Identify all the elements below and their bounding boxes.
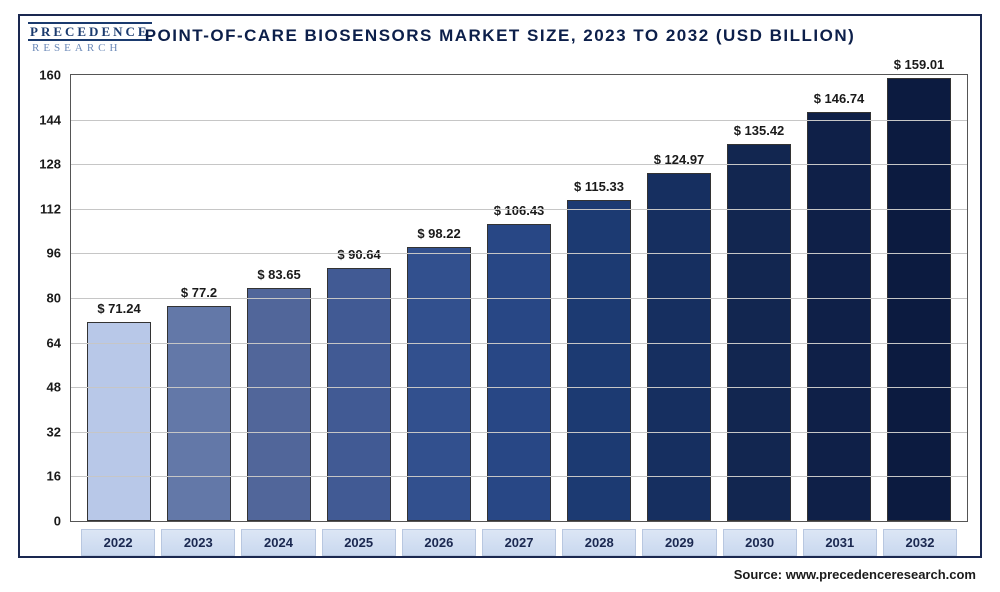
grid-line (71, 298, 967, 299)
x-tick-label: 2027 (482, 529, 556, 556)
y-tick-label: 80 (31, 291, 71, 306)
bar-value-label: $ 106.43 (494, 203, 545, 218)
bar (727, 144, 791, 521)
x-tick-label: 2030 (723, 529, 797, 556)
y-tick-label: 160 (31, 68, 71, 83)
y-tick-label: 16 (31, 469, 71, 484)
y-tick-label: 32 (31, 424, 71, 439)
source-attribution: Source: www.precedenceresearch.com (734, 567, 976, 582)
bar (647, 173, 711, 521)
x-tick-label: 2032 (883, 529, 957, 556)
x-tick-label: 2025 (322, 529, 396, 556)
grid-line (71, 164, 967, 165)
bar (87, 322, 151, 521)
grid-line (71, 387, 967, 388)
y-tick-label: 144 (31, 112, 71, 127)
x-tick-label: 2029 (642, 529, 716, 556)
grid-line (71, 343, 967, 344)
x-tick-label: 2026 (402, 529, 476, 556)
bar (327, 268, 391, 521)
bar (407, 247, 471, 521)
bar (247, 288, 311, 521)
grid-line (71, 120, 967, 121)
grid-line (71, 253, 967, 254)
bar (887, 78, 951, 521)
bar-value-label: $ 146.74 (814, 91, 865, 106)
bar (167, 306, 231, 521)
bar-value-label: $ 90.64 (337, 247, 380, 262)
bar-value-label: $ 98.22 (417, 226, 460, 241)
x-axis-labels: 202220232024 20252026202720282029 20302031… (70, 529, 968, 556)
bar-value-label: $ 135.42 (734, 123, 785, 138)
grid-line (71, 209, 967, 210)
grid-line (71, 476, 967, 477)
x-tick-label: 2031 (803, 529, 877, 556)
bar-value-label: $ 159.01 (894, 57, 945, 72)
chart-title: POINT-OF-CARE BIOSENSORS MARKET SIZE, 20… (0, 26, 1000, 46)
bar-value-label: $ 83.65 (257, 267, 300, 282)
bar-value-label: $ 115.33 (574, 179, 624, 194)
y-tick-label: 112 (31, 201, 71, 216)
y-tick-label: 64 (31, 335, 71, 350)
x-tick-label: 2028 (562, 529, 636, 556)
bar-value-label: $ 71.24 (97, 301, 140, 316)
bar (567, 200, 631, 521)
grid-line (71, 432, 967, 433)
x-tick-label: 2024 (241, 529, 315, 556)
y-tick-label: 96 (31, 246, 71, 261)
y-tick-label: 0 (31, 514, 71, 529)
y-tick-label: 48 (31, 380, 71, 395)
bar (807, 112, 871, 521)
plot-area: $ 71.24$ 77.2$ 83.65$ 90.64$ 98.22$ 106.… (70, 74, 968, 522)
x-tick-label: 2023 (161, 529, 235, 556)
x-tick-label: 2022 (81, 529, 155, 556)
y-tick-label: 128 (31, 157, 71, 172)
